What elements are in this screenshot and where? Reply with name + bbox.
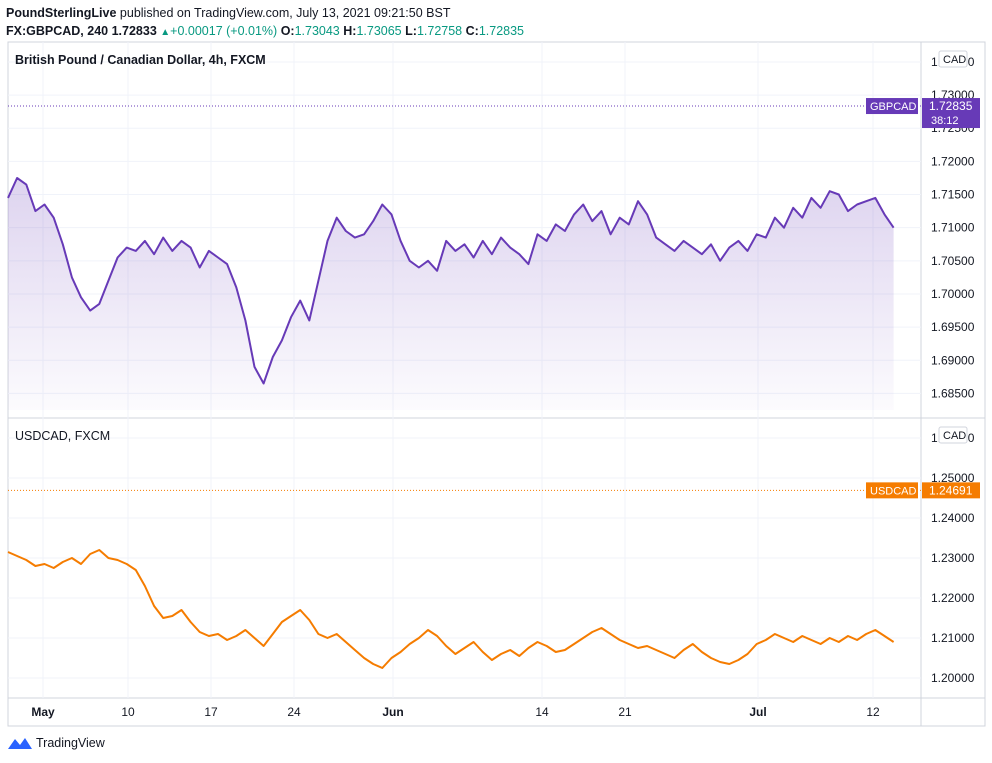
series-line-usdcad bbox=[7, 549, 895, 669]
x-tick-label: 10 bbox=[121, 705, 135, 719]
bar-countdown: 38:12 bbox=[931, 115, 959, 127]
footer-logo[interactable]: TradingView bbox=[8, 736, 105, 750]
currency-label: CAD bbox=[943, 430, 966, 442]
x-tick-label: Jul bbox=[749, 705, 766, 719]
low-label: L: bbox=[405, 24, 417, 38]
y-tick-label: 1.23000 bbox=[931, 551, 975, 565]
open-value: 1.73043 bbox=[294, 24, 340, 38]
up-triangle-icon: ▲ bbox=[160, 27, 171, 38]
x-tick-label: 21 bbox=[618, 705, 632, 719]
currency-label: CAD bbox=[943, 54, 966, 66]
y-tick-label: 1.24000 bbox=[931, 511, 975, 525]
series-tag-box bbox=[866, 482, 918, 499]
x-tick-label: 17 bbox=[204, 705, 218, 719]
area-fill bbox=[8, 178, 894, 410]
close-value: 1.72835 bbox=[478, 24, 524, 38]
last-value-label: 1.72835 bbox=[929, 99, 973, 113]
y-tick-label: 1.22000 bbox=[931, 591, 975, 605]
y-tick-label: 1.71500 bbox=[931, 188, 975, 202]
x-tick-label: 12 bbox=[866, 705, 880, 719]
y-tick-label: 1.25000 bbox=[931, 471, 975, 485]
pane-title: USDCAD, FXCM bbox=[15, 429, 110, 443]
low-value: 1.72758 bbox=[416, 24, 463, 38]
publisher-name[interactable]: PoundSterlingLive bbox=[6, 6, 117, 20]
x-tick-label: May bbox=[31, 705, 55, 719]
last-price: 1.72833 bbox=[111, 24, 157, 38]
high-label: H: bbox=[343, 24, 357, 38]
price-change: +0.00017 (+0.01%) bbox=[170, 24, 278, 38]
tradingview-logo-icon bbox=[8, 738, 32, 749]
series-tag: GBPCAD bbox=[870, 101, 917, 113]
publish-line: PoundSterlingLive published on TradingVi… bbox=[6, 4, 524, 22]
y-tick-label: 1.71000 bbox=[931, 221, 975, 235]
last-value-box bbox=[922, 482, 980, 499]
y-tick-label: 1.70500 bbox=[931, 254, 975, 268]
footer-brand: TradingView bbox=[36, 736, 105, 750]
y-tick-label: 1.68500 bbox=[931, 386, 975, 400]
y-tick-label: 1.69000 bbox=[931, 353, 975, 367]
last-value-box bbox=[922, 98, 980, 129]
series-tag: USDCAD bbox=[870, 485, 917, 497]
x-tick-label: Jun bbox=[382, 705, 403, 719]
close-label: C: bbox=[465, 24, 479, 38]
y-tick-label: 1.21000 bbox=[931, 631, 975, 645]
y-tick-label: 1.20000 bbox=[931, 671, 975, 685]
high-value: 1.73065 bbox=[356, 24, 402, 38]
x-tick-label: 24 bbox=[287, 705, 301, 719]
chart-header: PoundSterlingLive published on TradingVi… bbox=[6, 4, 524, 42]
symbol-label: FX:GBPCAD, 240 bbox=[6, 24, 109, 38]
y-tick-label: 1.72000 bbox=[931, 154, 975, 168]
currency-box bbox=[938, 426, 968, 444]
ohlc-line: FX:GBPCAD, 240 1.72833 ▲+0.00017 (+0.01%… bbox=[6, 22, 524, 42]
currency-box bbox=[938, 50, 968, 68]
publish-info: published on TradingView.com, July 13, 2… bbox=[116, 6, 451, 20]
y-tick-label: 1.70000 bbox=[931, 287, 975, 301]
y-tick-label: 1.69500 bbox=[931, 320, 975, 334]
series-line-gbpcad bbox=[7, 177, 895, 385]
series-tag-box bbox=[866, 98, 918, 115]
last-value-label: 1.24691 bbox=[929, 483, 973, 497]
open-label: O: bbox=[280, 24, 295, 38]
x-tick-label: 14 bbox=[535, 705, 549, 719]
pane-title: British Pound / Canadian Dollar, 4h, FXC… bbox=[15, 53, 266, 67]
